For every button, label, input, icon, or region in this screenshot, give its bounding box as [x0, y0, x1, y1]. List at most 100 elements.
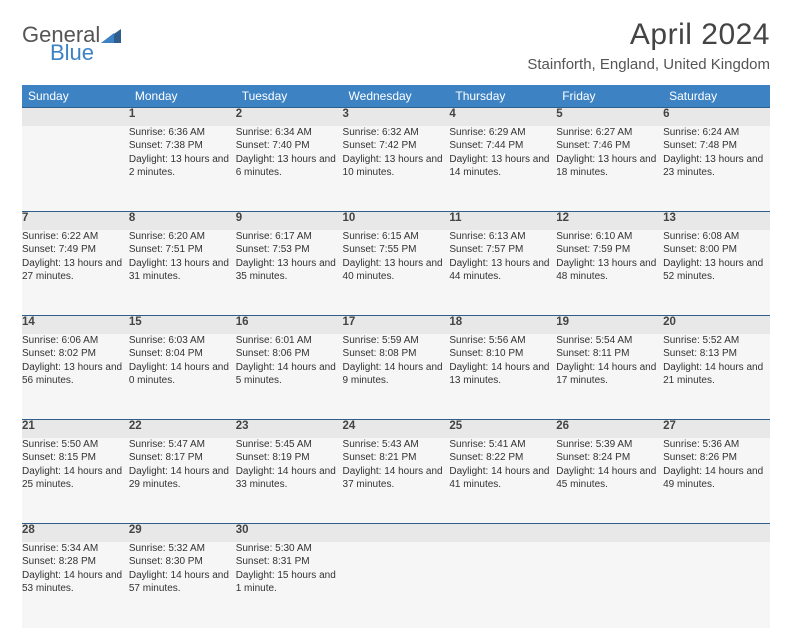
- day-content-cell: Sunrise: 6:01 AMSunset: 8:06 PMDaylight:…: [236, 334, 343, 420]
- day-number-cell: 7: [22, 212, 129, 230]
- weekday-header-row: Sunday Monday Tuesday Wednesday Thursday…: [22, 85, 770, 108]
- day-number-cell: 12: [556, 212, 663, 230]
- day-content-cell: [343, 542, 450, 628]
- day-number-cell: 18: [449, 316, 556, 334]
- daylight-label: Daylight:: [449, 258, 491, 269]
- sunrise-value: 5:41 AM: [489, 439, 526, 450]
- sunrise-value: 5:56 AM: [489, 335, 526, 346]
- day-number-cell: 29: [129, 524, 236, 542]
- day-content-cell: Sunrise: 5:30 AMSunset: 8:31 PMDaylight:…: [236, 542, 343, 628]
- sunset-label: Sunset:: [236, 244, 273, 255]
- day-content-cell: [22, 126, 129, 212]
- calendar-table: Sunday Monday Tuesday Wednesday Thursday…: [22, 85, 770, 628]
- daylight-label: Daylight:: [663, 362, 705, 373]
- day-number-cell: 14: [22, 316, 129, 334]
- day-number-cell: [449, 524, 556, 542]
- day-content-cell: Sunrise: 5:54 AMSunset: 8:11 PMDaylight:…: [556, 334, 663, 420]
- day-content-cell: Sunrise: 6:13 AMSunset: 7:57 PMDaylight:…: [449, 230, 556, 316]
- sunset-value: 8:00 PM: [700, 244, 737, 255]
- day-number-cell: 25: [449, 420, 556, 438]
- day-number-cell: 26: [556, 420, 663, 438]
- weekday-header: Saturday: [663, 85, 770, 108]
- sunrise-label: Sunrise:: [129, 439, 168, 450]
- day-content-cell: Sunrise: 6:08 AMSunset: 8:00 PMDaylight:…: [663, 230, 770, 316]
- sunset-value: 7:49 PM: [59, 244, 96, 255]
- day-number-cell: 6: [663, 108, 770, 126]
- sunset-value: 8:17 PM: [166, 452, 203, 463]
- sunrise-value: 5:30 AM: [275, 543, 312, 554]
- sunset-value: 8:06 PM: [272, 348, 309, 359]
- sunset-label: Sunset:: [236, 452, 273, 463]
- title-block: April 2024 Stainforth, England, United K…: [527, 18, 770, 73]
- sunrise-label: Sunrise:: [236, 231, 275, 242]
- sunset-value: 8:28 PM: [59, 556, 96, 567]
- sunset-label: Sunset:: [236, 348, 273, 359]
- sunset-label: Sunset:: [663, 452, 700, 463]
- sunrise-value: 6:10 AM: [596, 231, 633, 242]
- sunset-value: 8:11 PM: [593, 348, 630, 359]
- day-content-cell: Sunrise: 6:27 AMSunset: 7:46 PMDaylight:…: [556, 126, 663, 212]
- day-number-cell: 10: [343, 212, 450, 230]
- sunrise-value: 5:43 AM: [382, 439, 419, 450]
- daylight-label: Daylight:: [663, 466, 705, 477]
- sunrise-label: Sunrise:: [449, 231, 488, 242]
- daylight-label: Daylight:: [556, 466, 598, 477]
- day-content-cell: Sunrise: 5:52 AMSunset: 8:13 PMDaylight:…: [663, 334, 770, 420]
- sunset-label: Sunset:: [449, 140, 486, 151]
- sunrise-value: 6:34 AM: [275, 127, 312, 138]
- daylight-label: Daylight:: [343, 466, 385, 477]
- daylight-label: Daylight:: [343, 258, 385, 269]
- sunset-label: Sunset:: [556, 348, 593, 359]
- sunset-value: 7:40 PM: [272, 140, 309, 151]
- sunrise-label: Sunrise:: [22, 231, 61, 242]
- day-content-cell: Sunrise: 6:22 AMSunset: 7:49 PMDaylight:…: [22, 230, 129, 316]
- sunset-label: Sunset:: [663, 244, 700, 255]
- sunrise-value: 5:45 AM: [275, 439, 312, 450]
- sunrise-value: 5:32 AM: [168, 543, 205, 554]
- day-content-cell: [556, 542, 663, 628]
- sunrise-label: Sunrise:: [663, 335, 702, 346]
- sunset-label: Sunset:: [449, 452, 486, 463]
- sunrise-label: Sunrise:: [449, 127, 488, 138]
- sunset-value: 8:24 PM: [593, 452, 630, 463]
- sunset-value: 8:04 PM: [166, 348, 203, 359]
- day-content-row: Sunrise: 6:36 AMSunset: 7:38 PMDaylight:…: [22, 126, 770, 212]
- daylight-label: Daylight:: [449, 362, 491, 373]
- day-content-cell: Sunrise: 5:43 AMSunset: 8:21 PMDaylight:…: [343, 438, 450, 524]
- sunrise-value: 5:54 AM: [596, 335, 633, 346]
- day-content-cell: Sunrise: 5:45 AMSunset: 8:19 PMDaylight:…: [236, 438, 343, 524]
- day-number-cell: 27: [663, 420, 770, 438]
- day-number-cell: 4: [449, 108, 556, 126]
- sunrise-label: Sunrise:: [236, 127, 275, 138]
- day-number-cell: 3: [343, 108, 450, 126]
- daylight-label: Daylight:: [236, 570, 278, 581]
- sunset-label: Sunset:: [556, 452, 593, 463]
- day-content-cell: Sunrise: 6:36 AMSunset: 7:38 PMDaylight:…: [129, 126, 236, 212]
- weekday-header: Friday: [556, 85, 663, 108]
- daylight-label: Daylight:: [22, 466, 64, 477]
- sunset-value: 8:13 PM: [700, 348, 737, 359]
- daylight-label: Daylight:: [663, 258, 705, 269]
- daylight-label: Daylight:: [449, 466, 491, 477]
- sunrise-value: 5:39 AM: [596, 439, 633, 450]
- day-content-cell: Sunrise: 5:41 AMSunset: 8:22 PMDaylight:…: [449, 438, 556, 524]
- day-content-cell: Sunrise: 5:36 AMSunset: 8:26 PMDaylight:…: [663, 438, 770, 524]
- logo: GeneralBlue: [22, 24, 121, 64]
- sunset-value: 8:08 PM: [379, 348, 416, 359]
- daylight-label: Daylight:: [22, 570, 64, 581]
- day-number-cell: 2: [236, 108, 343, 126]
- sunrise-label: Sunrise:: [22, 543, 61, 554]
- sunrise-value: 5:34 AM: [61, 543, 98, 554]
- sunrise-label: Sunrise:: [449, 439, 488, 450]
- daylight-label: Daylight:: [236, 258, 278, 269]
- day-content-cell: Sunrise: 6:29 AMSunset: 7:44 PMDaylight:…: [449, 126, 556, 212]
- month-title: April 2024: [527, 18, 770, 52]
- sunset-label: Sunset:: [129, 452, 166, 463]
- day-content-cell: [663, 542, 770, 628]
- sunset-label: Sunset:: [236, 140, 273, 151]
- sunrise-label: Sunrise:: [556, 231, 595, 242]
- sunrise-label: Sunrise:: [556, 127, 595, 138]
- day-number-cell: 28: [22, 524, 129, 542]
- daylight-label: Daylight:: [129, 258, 171, 269]
- day-content-cell: Sunrise: 6:06 AMSunset: 8:02 PMDaylight:…: [22, 334, 129, 420]
